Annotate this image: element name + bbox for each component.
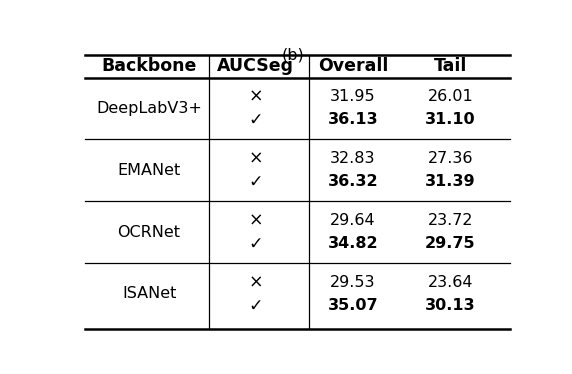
Text: EMANet: EMANet (117, 163, 181, 178)
Text: Backbone: Backbone (101, 57, 197, 75)
Text: 34.82: 34.82 (328, 236, 378, 251)
Text: 29.53: 29.53 (330, 275, 376, 290)
Text: ×: × (248, 150, 263, 168)
Text: 31.39: 31.39 (425, 174, 476, 189)
Text: ✓: ✓ (248, 173, 263, 191)
Text: Overall: Overall (318, 57, 388, 75)
Text: ISANet: ISANet (122, 286, 176, 301)
Text: 31.10: 31.10 (425, 112, 476, 127)
Text: 30.13: 30.13 (425, 298, 476, 313)
Text: ×: × (248, 88, 263, 106)
Text: 36.13: 36.13 (328, 112, 378, 127)
Text: ×: × (248, 212, 263, 230)
Text: 29.75: 29.75 (425, 236, 476, 251)
Text: (b): (b) (282, 48, 304, 63)
Text: 32.83: 32.83 (330, 151, 376, 166)
Text: AUCSeg: AUCSeg (217, 57, 294, 75)
Text: 27.36: 27.36 (428, 151, 473, 166)
Text: 36.32: 36.32 (328, 174, 378, 189)
Text: 23.64: 23.64 (428, 275, 473, 290)
Text: 23.72: 23.72 (428, 213, 473, 228)
Text: DeepLabV3+: DeepLabV3+ (96, 101, 202, 116)
Text: 29.64: 29.64 (330, 213, 376, 228)
Text: 26.01: 26.01 (428, 89, 474, 104)
Text: OCRNet: OCRNet (118, 224, 181, 240)
Text: ×: × (248, 273, 263, 291)
Text: 35.07: 35.07 (328, 298, 378, 313)
Text: ✓: ✓ (248, 234, 263, 252)
Text: ✓: ✓ (248, 297, 263, 315)
Text: 31.95: 31.95 (330, 89, 376, 104)
Text: ✓: ✓ (248, 111, 263, 129)
Text: Tail: Tail (434, 57, 467, 75)
